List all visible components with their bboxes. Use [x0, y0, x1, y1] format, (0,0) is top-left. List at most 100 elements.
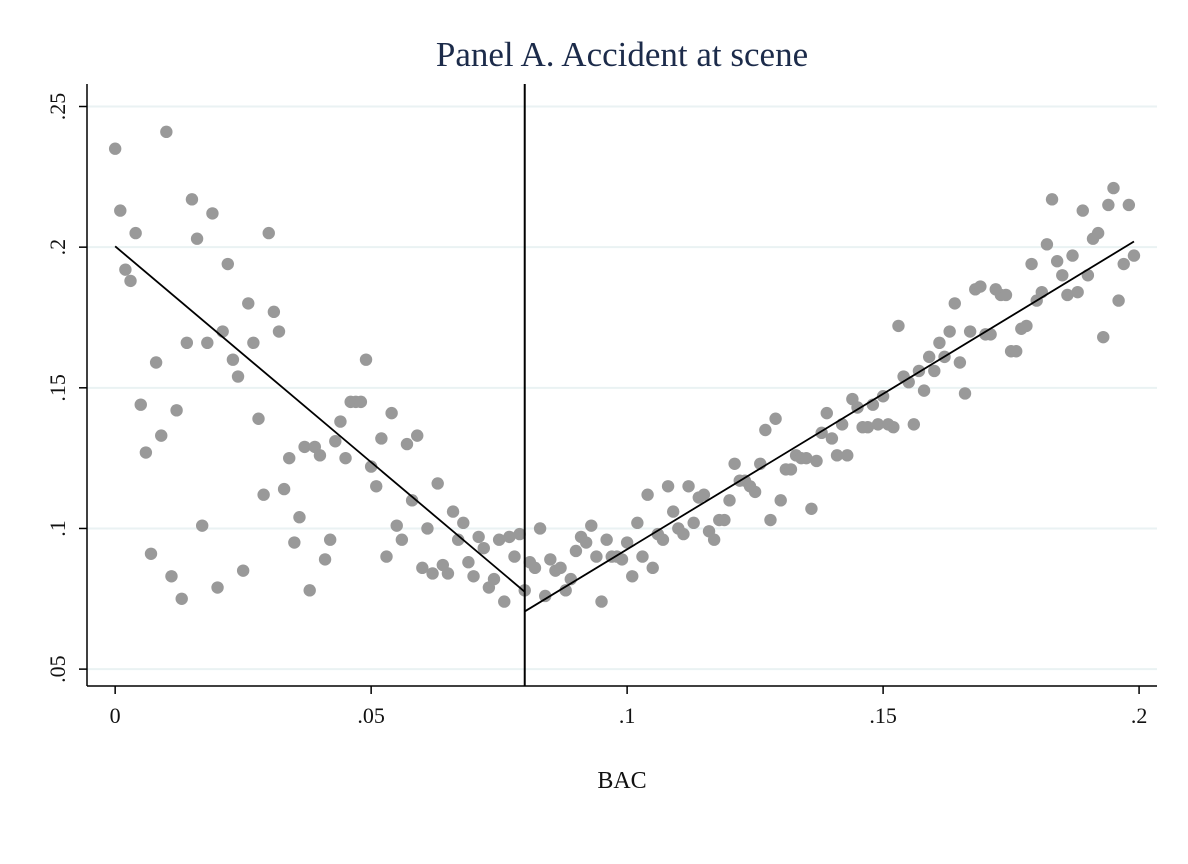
data-point [119, 263, 132, 276]
data-point [1112, 294, 1125, 307]
data-point [303, 584, 316, 597]
data-point [656, 533, 670, 546]
data-point [774, 494, 787, 507]
data-point [595, 595, 608, 608]
data-point [933, 336, 946, 350]
data-point [457, 516, 470, 530]
data-point [395, 533, 409, 546]
x-tick-label: .05 [357, 703, 385, 728]
y-tick-label: .05 [45, 655, 70, 683]
data-point [411, 429, 424, 442]
data-point [1102, 198, 1115, 212]
data-point [636, 550, 649, 563]
data-point [329, 435, 342, 448]
data-point [569, 544, 583, 558]
axes [79, 84, 1157, 694]
data-point [252, 412, 265, 425]
y-tick-label: .15 [45, 374, 70, 402]
data-point [201, 336, 214, 350]
data-point [1056, 269, 1069, 282]
data-point [242, 297, 255, 310]
data-point [114, 204, 127, 217]
data-point [165, 570, 178, 583]
data-point [451, 533, 465, 546]
data-point [533, 522, 547, 535]
data-point [528, 561, 542, 575]
data-point [544, 553, 557, 566]
data-point [1071, 285, 1084, 299]
data-point [359, 353, 373, 366]
data-point [620, 536, 634, 549]
data-point [323, 533, 337, 546]
data-point [206, 207, 219, 220]
data-point [1117, 257, 1130, 271]
y-tick-label: .1 [45, 520, 70, 537]
x-tick-label: 0 [110, 703, 121, 728]
data-point [887, 420, 900, 434]
data-point [416, 561, 429, 575]
data-point [288, 536, 301, 549]
data-point [390, 519, 403, 532]
data-point [718, 513, 731, 527]
data-point [922, 350, 936, 364]
data-point [277, 482, 291, 496]
data-point [958, 387, 972, 400]
data-point [190, 232, 204, 245]
data-point [784, 463, 798, 476]
y-tick-label: .25 [45, 93, 70, 121]
data-point [472, 530, 485, 544]
data-point [508, 550, 521, 563]
data-point [129, 226, 142, 240]
data-point [1050, 255, 1064, 268]
data-point [953, 356, 967, 369]
data-point [687, 516, 700, 530]
gridlines [87, 105, 1157, 671]
data-point [902, 375, 915, 389]
data-point [318, 553, 332, 566]
data-point [462, 556, 475, 569]
data-point [631, 516, 644, 530]
data-point [748, 485, 762, 499]
data-point [293, 511, 306, 524]
data-point [1127, 249, 1141, 262]
x-tick-label: .1 [619, 703, 636, 728]
data-point [677, 527, 690, 541]
data-point [871, 418, 885, 431]
data-points [108, 125, 1141, 608]
data-point [354, 395, 368, 409]
tick-labels: 0 .05 .1 .15 .2 .05 .1 .15 .2 .25 [45, 93, 1147, 728]
data-point [400, 437, 414, 451]
data-point [759, 423, 772, 437]
data-point [498, 595, 511, 608]
data-point [231, 370, 245, 383]
data-point [1122, 198, 1136, 212]
data-point [539, 589, 552, 603]
data-point [370, 480, 383, 493]
data-point [585, 519, 598, 532]
data-point [467, 570, 480, 583]
data-point [221, 257, 234, 271]
data-point [431, 477, 444, 490]
data-point [267, 305, 281, 319]
data-point [615, 553, 629, 566]
data-point [626, 570, 639, 583]
data-point [835, 418, 849, 431]
data-point [298, 440, 311, 454]
data-point [707, 533, 721, 546]
data-point [579, 536, 593, 549]
data-point [984, 328, 997, 341]
data-point [1081, 269, 1095, 282]
data-point [682, 480, 695, 493]
data-point [211, 581, 224, 594]
data-point [272, 325, 286, 338]
data-point [820, 406, 833, 420]
data-point [1107, 181, 1120, 195]
data-point [1025, 257, 1038, 271]
data-point [697, 488, 711, 501]
data-point [375, 432, 388, 445]
data-point [728, 457, 741, 470]
x-tick-label: .15 [869, 703, 897, 728]
data-point [943, 325, 956, 338]
